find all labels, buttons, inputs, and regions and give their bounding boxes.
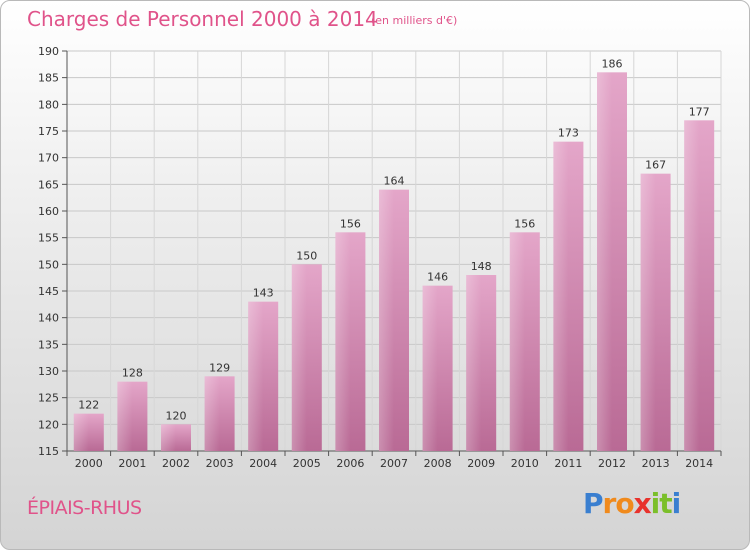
logo-letter: i <box>671 487 682 520</box>
value-labels: 122 2000 128 2001 120 2002 129 2003 143 2004 150 20… <box>75 57 713 470</box>
x-tick-label: 2012 <box>598 457 626 470</box>
logo-letter: x <box>633 487 652 520</box>
x-tick-label: 2004 <box>249 457 277 470</box>
x-tick-label: 2000 <box>75 457 103 470</box>
y-tick-label: 150 <box>38 258 59 271</box>
x-tick-label: 2013 <box>642 457 670 470</box>
x-tick-label: 2009 <box>467 457 495 470</box>
x-tick-label: 2006 <box>336 457 364 470</box>
x-tick-label: 2011 <box>554 457 582 470</box>
y-tick-label: 175 <box>38 125 59 138</box>
logo-letter: o <box>615 487 634 520</box>
bar-highlight <box>291 264 307 451</box>
value-label: 173 <box>558 127 579 140</box>
y-tick-label: 120 <box>38 418 59 431</box>
y-tick-label: 170 <box>38 152 59 165</box>
bar-highlight <box>466 275 482 451</box>
logo-letter: t <box>659 487 672 520</box>
x-tick-label: 2005 <box>293 457 321 470</box>
bar-highlight <box>422 285 438 451</box>
x-tick-label: 2010 <box>511 457 539 470</box>
value-label: 128 <box>122 367 143 380</box>
chart-unit-label: (en milliers d'€) <box>371 14 458 27</box>
y-tick-label: 135 <box>38 338 59 351</box>
value-label: 167 <box>645 159 666 172</box>
y-tick-label: 180 <box>38 98 59 111</box>
value-label: 143 <box>253 287 274 300</box>
commune-name: ÉPIAIS-RHUS <box>27 497 142 519</box>
x-tick-label: 2001 <box>118 457 146 470</box>
axes: 115 120 125 130 135 140 145 150 155 160 165 170 175 1… <box>38 45 722 458</box>
logo-letter: i <box>650 487 661 520</box>
x-tick-label: 2008 <box>424 457 452 470</box>
chart-title: Charges de Personnel 2000 à 2014 <box>27 7 378 31</box>
bar-highlight <box>161 424 176 451</box>
y-tick-label: 130 <box>38 365 59 378</box>
value-label: 129 <box>209 361 230 374</box>
y-tick-label: 155 <box>38 232 59 245</box>
value-label: 164 <box>384 175 405 188</box>
x-tick-label: 2002 <box>162 457 190 470</box>
x-tick-label: 2014 <box>685 457 713 470</box>
bar-highlight <box>204 376 220 451</box>
value-label: 177 <box>689 105 710 118</box>
logo-letter: P <box>583 487 604 520</box>
bar-highlight <box>335 232 351 451</box>
value-label: 150 <box>296 249 317 262</box>
y-tick-label: 125 <box>38 392 59 405</box>
value-label: 146 <box>427 271 448 284</box>
bar-highlight <box>117 381 133 451</box>
y-tick-label: 185 <box>38 72 59 85</box>
bar-highlight <box>73 413 89 451</box>
proxiti-logo: Proxiti <box>583 487 682 520</box>
y-tick-label: 115 <box>38 445 59 458</box>
x-tick-label: 2003 <box>206 457 234 470</box>
y-tick-label: 145 <box>38 285 59 298</box>
value-label: 122 <box>78 399 99 412</box>
y-tick-label: 165 <box>38 178 59 191</box>
bar-highlight <box>248 301 264 451</box>
bar-highlight <box>597 72 612 451</box>
bar-highlight <box>379 189 394 451</box>
bars <box>73 72 715 451</box>
value-label: 120 <box>166 409 187 422</box>
logo-letter: r <box>602 487 617 520</box>
bar-highlight <box>640 173 656 451</box>
value-label: 156 <box>514 217 535 230</box>
value-label: 186 <box>602 57 623 70</box>
y-tick-label: 190 <box>38 45 59 58</box>
value-label: 148 <box>471 260 492 273</box>
bar-highlight <box>553 141 569 451</box>
bar-highlight <box>509 232 525 451</box>
value-label: 156 <box>340 217 361 230</box>
bar-highlight <box>684 120 700 451</box>
x-tick-label: 2007 <box>380 457 408 470</box>
bar-chart: 115 120 125 130 135 140 145 150 155 160 165 170 175 1… <box>38 45 722 470</box>
y-tick-label: 140 <box>38 312 59 325</box>
y-tick-label: 160 <box>38 205 59 218</box>
